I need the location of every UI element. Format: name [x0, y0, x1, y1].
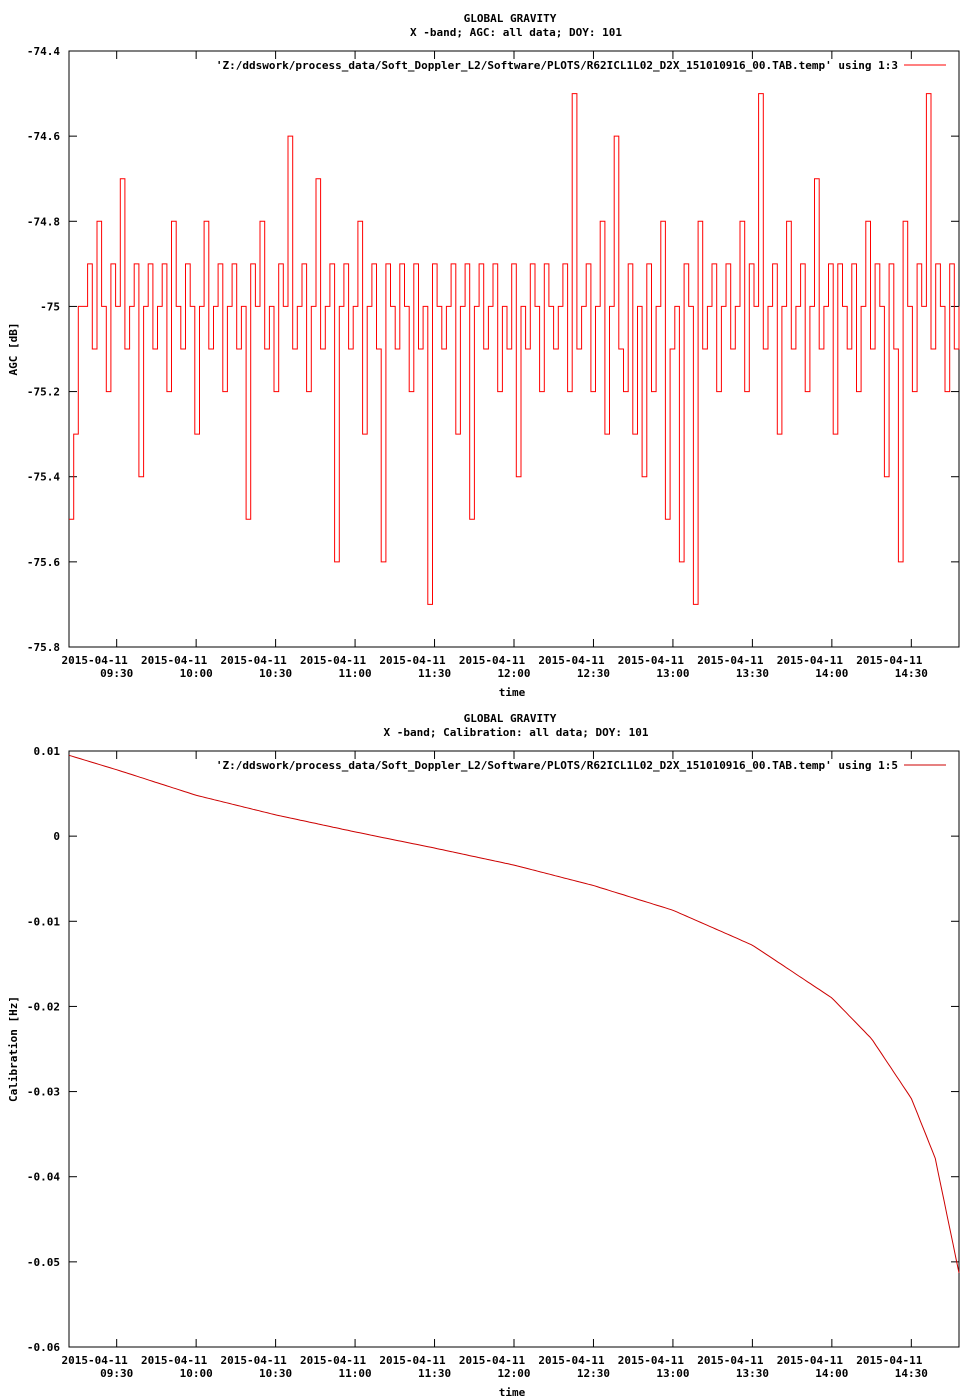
calibration-x-tick-label-time: 10:00: [180, 1367, 213, 1380]
agc-x-tick-label-date: 2015-04-11: [220, 654, 287, 667]
calibration-x-tick-label-time: 14:30: [895, 1367, 928, 1380]
agc-series-line: [69, 93, 960, 605]
calibration-x-ticks: 2015-04-1109:302015-04-1110:002015-04-11…: [62, 751, 928, 1380]
calibration-x-tick-label-time: 13:00: [656, 1367, 689, 1380]
calibration-legend-label: 'Z:/ddswork/process_data/Soft_Doppler_L2…: [216, 759, 898, 772]
calibration-y-tick-label: -0.01: [27, 915, 60, 928]
agc-legend-label: 'Z:/ddswork/process_data/Soft_Doppler_L2…: [216, 59, 898, 72]
agc-x-tick-label-time: 10:00: [180, 667, 213, 680]
agc-x-tick-label-time: 11:00: [339, 667, 372, 680]
calibration-y-tick-label: -0.02: [27, 1000, 60, 1013]
calibration-x-tick-label-date: 2015-04-11: [618, 1354, 685, 1367]
agc-legend: 'Z:/ddswork/process_data/Soft_Doppler_L2…: [216, 59, 946, 72]
agc-x-tick-label-time: 12:30: [577, 667, 610, 680]
calibration-x-tick-label-time: 10:30: [259, 1367, 292, 1380]
agc-chart-title: GLOBAL GRAVITY: [464, 12, 557, 25]
agc-x-tick-label-time: 13:30: [736, 667, 769, 680]
agc-x-ticks: 2015-04-1109:302015-04-1110:002015-04-11…: [62, 51, 928, 680]
agc-x-tick-label-date: 2015-04-11: [141, 654, 208, 667]
agc-x-tick-label-date: 2015-04-11: [459, 654, 526, 667]
agc-x-tick-label-date: 2015-04-11: [538, 654, 605, 667]
calibration-x-tick-label-time: 12:00: [497, 1367, 530, 1380]
agc-plot-frame: [68, 50, 960, 648]
agc-y-tick-label: -75.8: [27, 641, 60, 654]
calibration-x-tick-label-date: 2015-04-11: [538, 1354, 605, 1367]
calibration-x-tick-label-date: 2015-04-11: [697, 1354, 764, 1367]
calibration-x-tick-label-date: 2015-04-11: [379, 1354, 446, 1367]
calibration-y-tick-label: 0.01: [34, 745, 61, 758]
calibration-series-line: [68, 754, 960, 1274]
calibration-x-tick-label-time: 13:30: [736, 1367, 769, 1380]
agc-x-tick-label-date: 2015-04-11: [856, 654, 923, 667]
calibration-chart: GLOBAL GRAVITY X -band; Calibration: all…: [7, 712, 960, 1399]
agc-x-tick-label-date: 2015-04-11: [777, 654, 844, 667]
calibration-x-tick-label-time: 11:30: [418, 1367, 451, 1380]
calibration-x-tick-label-date: 2015-04-11: [300, 1354, 367, 1367]
agc-chart-subtitle: X -band; AGC: all data; DOY: 101: [410, 26, 622, 39]
agc-y-tick-label: -75.6: [27, 556, 60, 569]
agc-x-tick-label-time: 10:30: [259, 667, 292, 680]
calibration-x-axis-label: time: [499, 1386, 526, 1399]
calibration-y-tick-label: -0.06: [27, 1341, 60, 1354]
calibration-y-tick-label: 0: [53, 830, 60, 843]
calibration-x-tick-label-date: 2015-04-11: [777, 1354, 844, 1367]
agc-y-tick-label: -75: [40, 300, 60, 313]
agc-x-tick-label-time: 12:00: [497, 667, 530, 680]
agc-y-ticks: -74.4 -74.6 -74.8 -75 -75.2 -75.4 -75.6 -75.8: [27, 45, 959, 654]
calibration-y-ticks: 0.01 0 -0.01 -0.02 -0.03 -0.04 -0.05 -0.06: [27, 745, 959, 1354]
agc-x-tick-label-time: 11:30: [418, 667, 451, 680]
calibration-y-tick-label: -0.03: [27, 1086, 60, 1099]
calibration-x-tick-label-date: 2015-04-11: [220, 1354, 287, 1367]
calibration-x-tick-label-date: 2015-04-11: [62, 1354, 129, 1367]
calibration-x-tick-label-date: 2015-04-11: [141, 1354, 208, 1367]
agc-y-tick-label: -74.6: [27, 130, 60, 143]
calibration-y-tick-label: -0.05: [27, 1256, 60, 1269]
agc-x-tick-label-time: 09:30: [100, 667, 133, 680]
calibration-plot-frame: [68, 750, 960, 1348]
agc-x-tick-label-date: 2015-04-11: [379, 654, 446, 667]
agc-x-tick-label-time: 14:30: [895, 667, 928, 680]
calibration-x-tick-label-time: 09:30: [100, 1367, 133, 1380]
agc-y-tick-label: -75.4: [27, 471, 60, 484]
calibration-x-tick-label-time: 14:00: [815, 1367, 848, 1380]
calibration-x-tick-label-time: 12:30: [577, 1367, 610, 1380]
agc-y-tick-label: -74.4: [27, 45, 60, 58]
agc-y-tick-label: -74.8: [27, 215, 60, 228]
agc-chart: GLOBAL GRAVITY X -band; AGC: all data; D…: [7, 12, 960, 699]
calibration-x-tick-label-date: 2015-04-11: [856, 1354, 923, 1367]
agc-x-tick-label-date: 2015-04-11: [300, 654, 367, 667]
agc-x-tick-label-time: 14:00: [815, 667, 848, 680]
calibration-y-axis-label: Calibration [Hz]: [7, 996, 20, 1102]
agc-x-tick-label-date: 2015-04-11: [62, 654, 129, 667]
agc-x-axis-label: time: [499, 686, 526, 699]
calibration-legend: 'Z:/ddswork/process_data/Soft_Doppler_L2…: [216, 759, 946, 772]
calibration-x-tick-label-date: 2015-04-11: [459, 1354, 526, 1367]
agc-y-tick-label: -75.2: [27, 386, 60, 399]
calibration-chart-subtitle: X -band; Calibration: all data; DOY: 101: [384, 726, 649, 739]
agc-x-tick-label-time: 13:00: [656, 667, 689, 680]
calibration-x-tick-label-time: 11:00: [339, 1367, 372, 1380]
calibration-y-tick-label: -0.04: [27, 1171, 60, 1184]
agc-x-tick-label-date: 2015-04-11: [618, 654, 685, 667]
calibration-chart-title: GLOBAL GRAVITY: [464, 712, 557, 725]
agc-y-axis-label: AGC [dB]: [7, 323, 20, 376]
agc-x-tick-label-date: 2015-04-11: [697, 654, 764, 667]
